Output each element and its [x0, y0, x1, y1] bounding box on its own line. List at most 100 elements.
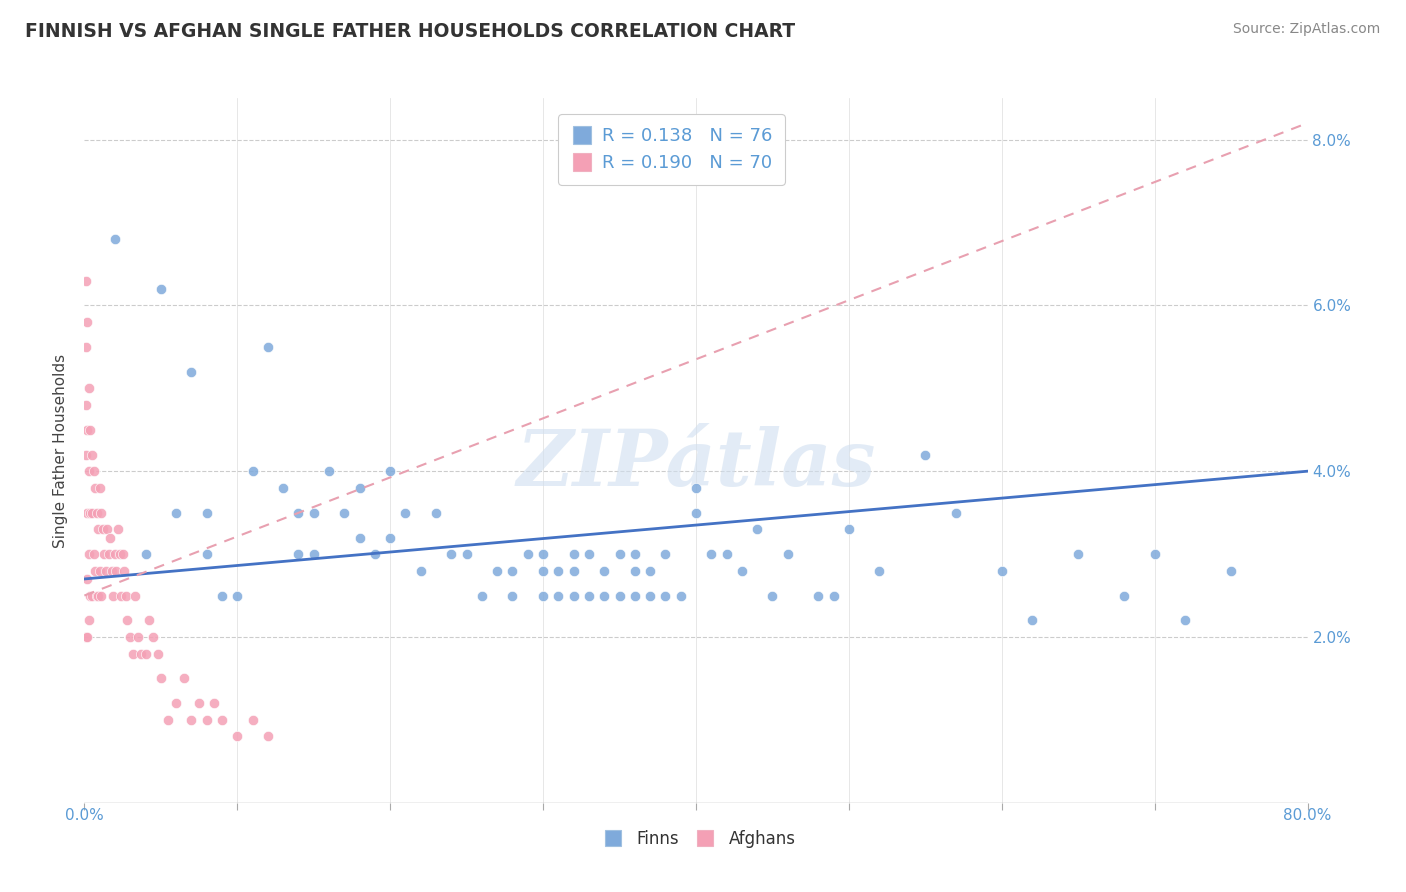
Point	[425, 506, 447, 520]
Point	[76, 506, 98, 520]
Point	[104, 547, 127, 561]
Point	[318, 464, 340, 478]
Point	[609, 547, 631, 561]
Point	[1114, 589, 1136, 603]
Point	[1021, 614, 1043, 628]
Point	[77, 381, 100, 395]
Point	[1174, 614, 1197, 628]
Point	[76, 630, 98, 644]
Point	[89, 564, 111, 578]
Point	[471, 589, 494, 603]
Point	[111, 547, 134, 561]
Point	[287, 506, 309, 520]
Point	[211, 713, 233, 727]
Point	[79, 506, 101, 520]
Point	[89, 481, 111, 495]
Point	[84, 564, 107, 578]
Point	[226, 730, 249, 744]
Point	[122, 647, 145, 661]
Point	[103, 589, 125, 603]
Point	[578, 589, 600, 603]
Point	[624, 547, 647, 561]
Point	[80, 448, 103, 462]
Point	[287, 547, 309, 561]
Point	[624, 564, 647, 578]
Point	[593, 589, 616, 603]
Point	[79, 423, 101, 437]
Point	[547, 589, 569, 603]
Point	[105, 564, 128, 578]
Text: Source: ZipAtlas.com: Source: ZipAtlas.com	[1233, 22, 1381, 37]
Point	[700, 547, 723, 561]
Point	[127, 630, 149, 644]
Point	[242, 713, 264, 727]
Point	[1220, 564, 1243, 578]
Point	[747, 522, 769, 536]
Point	[98, 531, 121, 545]
Point	[562, 589, 585, 603]
Point	[1067, 547, 1090, 561]
Point	[90, 589, 112, 603]
Point	[654, 547, 676, 561]
Point	[531, 589, 554, 603]
Y-axis label: Single Father Households: Single Father Households	[53, 353, 69, 548]
Point	[562, 547, 585, 561]
Point	[516, 547, 538, 561]
Point	[409, 564, 432, 578]
Point	[1143, 547, 1166, 561]
Point	[945, 506, 967, 520]
Legend: Finns, Afghans: Finns, Afghans	[589, 823, 803, 855]
Point	[716, 547, 738, 561]
Point	[349, 481, 371, 495]
Point	[165, 506, 187, 520]
Point	[202, 696, 225, 710]
Point	[195, 506, 218, 520]
Point	[211, 589, 233, 603]
Point	[86, 589, 108, 603]
Point	[807, 589, 830, 603]
Point	[669, 589, 692, 603]
Point	[486, 564, 509, 578]
Point	[101, 564, 124, 578]
Point	[87, 522, 110, 536]
Point	[440, 547, 463, 561]
Point	[75, 448, 97, 462]
Point	[94, 564, 117, 578]
Point	[593, 564, 616, 578]
Point	[731, 564, 754, 578]
Point	[76, 423, 98, 437]
Point	[685, 481, 707, 495]
Point	[624, 589, 647, 603]
Point	[91, 522, 114, 536]
Point	[120, 630, 142, 644]
Point	[531, 547, 554, 561]
Point	[195, 547, 218, 561]
Point	[547, 564, 569, 578]
Point	[761, 589, 783, 603]
Point	[97, 547, 120, 561]
Point	[869, 564, 891, 578]
Point	[173, 672, 195, 686]
Point	[257, 340, 280, 354]
Point	[609, 589, 631, 603]
Point	[991, 564, 1014, 578]
Point	[86, 506, 108, 520]
Point	[242, 464, 264, 478]
Point	[79, 589, 101, 603]
Point	[114, 589, 136, 603]
Text: 80.0%: 80.0%	[1284, 808, 1331, 823]
Point	[146, 647, 169, 661]
Point	[165, 696, 187, 710]
Point	[76, 572, 98, 586]
Point	[75, 340, 97, 354]
Point	[77, 464, 100, 478]
Point	[83, 547, 105, 561]
Point	[394, 506, 416, 520]
Point	[77, 547, 100, 561]
Point	[83, 464, 105, 478]
Point	[80, 589, 103, 603]
Point	[685, 506, 707, 520]
Point	[333, 506, 356, 520]
Point	[638, 589, 661, 603]
Point	[914, 448, 936, 462]
